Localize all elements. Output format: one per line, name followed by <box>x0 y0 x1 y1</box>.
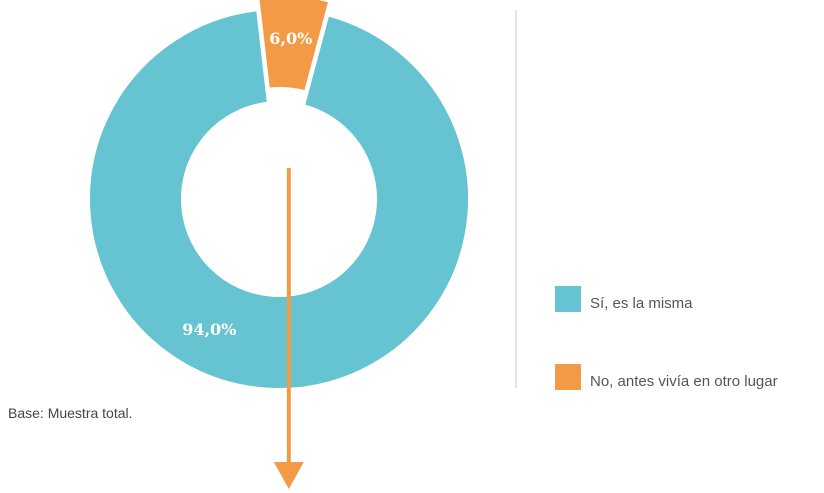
legend-label-no: No, antes vivía en otro lugar <box>590 373 778 390</box>
base-note: Base: Muestra total. <box>8 405 133 421</box>
callout-arrow-head <box>273 462 304 489</box>
legend-swatch-no <box>555 364 581 390</box>
legend-swatch-si <box>555 286 581 312</box>
donut-slice-si <box>88 9 470 390</box>
legend-item-si: Sí, es la misma <box>555 286 693 312</box>
legend: Sí, es la misma No, antes vivía en otro … <box>555 286 778 390</box>
legend-label-si: Sí, es la misma <box>590 295 693 312</box>
slice-label-si: 94,0% <box>182 320 236 339</box>
legend-item-no: No, antes vivía en otro lugar <box>555 364 778 390</box>
donut-slices <box>88 0 470 390</box>
slice-label-no: 6,0% <box>269 29 312 48</box>
donut-slice-no <box>257 0 331 93</box>
